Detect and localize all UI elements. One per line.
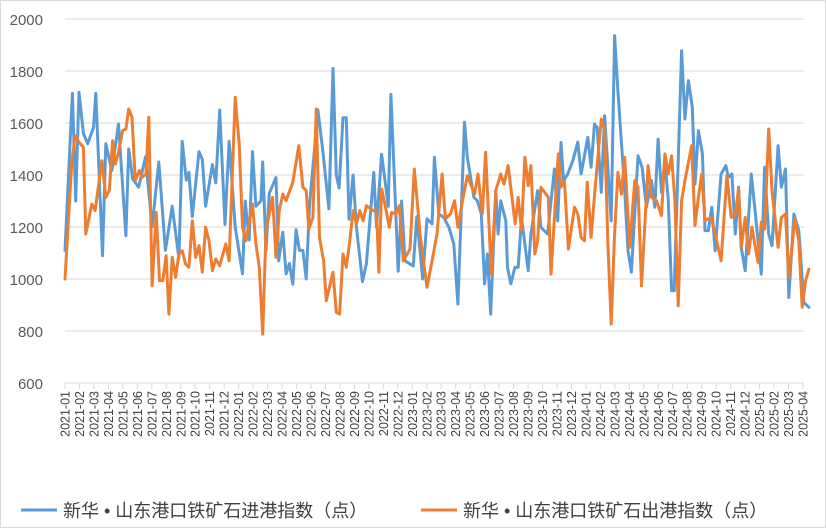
x-tick-label: 2022-04	[276, 391, 290, 437]
x-tick-label: 2023-08	[507, 391, 521, 437]
x-tick-label: 2021-03	[87, 391, 101, 437]
x-tick-label: 2022-11	[377, 391, 391, 436]
x-tick-label: 2022-05	[290, 391, 304, 437]
x-tick-label: 2021-12	[218, 391, 232, 437]
y-tick-label: 1400	[10, 168, 43, 185]
x-tick-label: 2023-09	[522, 391, 536, 437]
x-tick-label: 2024-04	[623, 391, 637, 437]
x-tick-label: 2023-06	[478, 391, 492, 437]
y-tick-label: 2000	[10, 12, 43, 29]
x-tick-label: 2021-02	[73, 391, 87, 437]
x-tick-label: 2023-05	[464, 391, 478, 437]
x-tick-label: 2024-09	[695, 391, 709, 437]
x-tick-label: 2022-10	[362, 391, 376, 437]
x-tick-label: 2024-06	[652, 391, 666, 437]
x-tick-label: 2021-07	[145, 391, 159, 437]
x-tick-label: 2024-12	[739, 391, 753, 437]
y-tick-label: 1800	[10, 64, 43, 81]
x-tick-label: 2024-08	[681, 391, 695, 437]
legend-label: 新华 • 山东港口铁矿石进港指数（点）	[63, 501, 367, 521]
x-tick-label: 2022-07	[319, 391, 333, 437]
x-tick-label: 2022-03	[261, 391, 275, 437]
x-tick-label: 2024-05	[637, 391, 651, 437]
x-axis: 2021-01 2021-02 2021-03 2021-04 2021-05 2021-…	[59, 382, 810, 437]
x-tick-label: 2025-02	[768, 391, 782, 437]
x-tick-label: 2023-07	[493, 391, 507, 437]
x-tick-label: 2021-01	[59, 391, 73, 437]
x-tick-label: 2022-01	[232, 391, 246, 437]
series-lines	[63, 34, 811, 336]
x-tick-label: 2023-02	[420, 391, 434, 437]
x-tick-label: 2022-12	[391, 391, 405, 437]
x-tick-label: 2022-02	[247, 391, 261, 437]
x-tick-label: 2023-11	[550, 391, 564, 436]
y-axis: 600 800 1000 1200 1400 1600 1800 2000	[10, 12, 43, 393]
y-tick-label: 1000	[10, 272, 43, 289]
x-tick-label: 2021-10	[189, 391, 203, 437]
y-tick-label: 800	[18, 324, 43, 341]
x-tick-label: 2021-08	[160, 391, 174, 437]
x-tick-label: 2025-04	[796, 391, 810, 437]
x-tick-label: 2023-01	[406, 391, 420, 437]
x-tick-label: 2021-11	[203, 391, 217, 436]
legend: 新华 • 山东港口铁矿石进港指数（点） 新华 • 山东港口铁矿石出港指数（点）	[21, 501, 767, 521]
x-tick-label: 2022-06	[304, 391, 318, 437]
x-tick-label: 2024-11	[724, 391, 738, 436]
legend-label: 新华 • 山东港口铁矿石出港指数（点）	[463, 501, 767, 521]
x-tick-label: 2023-04	[449, 391, 463, 437]
x-tick-label: 2022-09	[348, 391, 362, 437]
x-tick-label: 2024-02	[594, 391, 608, 437]
x-tick-label: 2022-08	[333, 391, 347, 437]
x-tick-label: 2023-12	[565, 391, 579, 437]
x-tick-label: 2023-03	[435, 391, 449, 437]
x-tick-label: 2021-04	[102, 391, 116, 437]
x-tick-label: 2024-01	[579, 391, 593, 437]
x-tick-label: 2021-06	[131, 391, 145, 437]
x-tick-label: 2021-09	[174, 391, 188, 437]
y-tick-label: 1200	[10, 220, 43, 237]
x-tick-label: 2025-03	[782, 391, 796, 437]
x-tick-label: 2024-10	[710, 391, 724, 437]
y-tick-label: 1600	[10, 116, 43, 133]
x-tick-label: 2024-03	[608, 391, 622, 437]
x-tick-label: 2024-07	[666, 391, 680, 437]
x-tick-label: 2021-05	[116, 391, 130, 437]
x-tick-label: 2025-01	[753, 391, 767, 437]
x-tick-label: 2023-10	[536, 391, 550, 437]
y-tick-label: 600	[18, 376, 43, 393]
